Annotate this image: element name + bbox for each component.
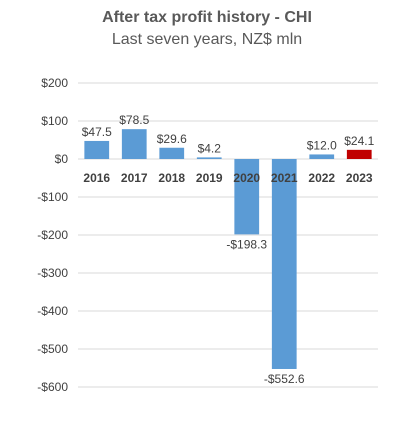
data-label: $4.2: [198, 141, 222, 155]
chart-title: After tax profit history - CHI: [102, 9, 312, 26]
y-tick-label: -$100: [37, 190, 68, 204]
bar: [159, 147, 185, 159]
y-tick-label: $200: [41, 76, 68, 90]
x-tick-label: 2023: [346, 171, 373, 185]
bar: [346, 149, 372, 159]
x-tick-label: 2021: [271, 171, 298, 185]
bar: [234, 159, 260, 235]
bar: [121, 129, 147, 159]
data-label: $29.6: [157, 132, 187, 146]
data-label: $78.5: [119, 113, 149, 127]
bar: [309, 154, 335, 159]
y-tick-label: $0: [55, 152, 69, 166]
x-tick-label: 2017: [121, 171, 148, 185]
x-tick-label: 2020: [233, 171, 260, 185]
y-tick-label: -$300: [37, 266, 68, 280]
x-tick-label: 2016: [83, 171, 110, 185]
x-tick-label: 2019: [196, 171, 223, 185]
bar: [84, 140, 110, 159]
x-tick-label: 2022: [308, 171, 335, 185]
y-tick-label: -$600: [37, 380, 68, 394]
y-tick-label: -$200: [37, 228, 68, 242]
chart-subtitle: Last seven years, NZ$ mln: [111, 31, 303, 48]
data-label: $47.5: [82, 125, 112, 139]
x-tick-label: 2018: [158, 171, 185, 185]
y-tick-label: -$400: [37, 304, 68, 318]
y-tick-label: $100: [41, 114, 68, 128]
bar: [271, 159, 297, 369]
data-label: -$198.3: [226, 237, 267, 251]
data-label: -$552.6: [264, 372, 305, 386]
bar: [196, 157, 222, 159]
data-label: $24.1: [344, 134, 374, 148]
y-tick-label: -$500: [37, 342, 68, 356]
data-label: $12.0: [307, 138, 337, 152]
